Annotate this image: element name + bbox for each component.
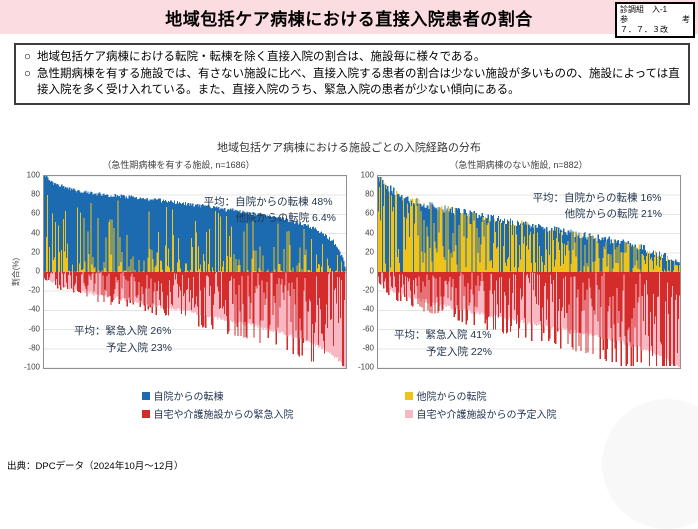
- y-tick-label: -60: [362, 324, 374, 333]
- annotation-bottom-acute: 平均：緊急入院 26% 予定入院 23%: [74, 323, 172, 356]
- legend-label: 自宅や介護施設からの予定入院: [417, 406, 557, 421]
- y-tick-label: 40: [365, 228, 374, 237]
- legend-label: 自宅や介護施設からの緊急入院: [154, 406, 294, 421]
- y-tick-label: 80: [31, 190, 40, 199]
- legend-item-other-transfer: 他院からの転院: [405, 388, 557, 403]
- legend-item-emergency: 自宅や介護施設からの緊急入院: [142, 406, 350, 421]
- bullet-text: 急性期病棟を有する施設では、有さない施設に比べ、直接入院する患者の割合は少ない施…: [37, 66, 680, 99]
- source-note: 出典：DPCデータ（2024年10月～12月）: [7, 458, 183, 472]
- ref-line-3: ７．７．３改: [620, 25, 690, 35]
- annotation-line: 平均：緊急入院 26%: [74, 323, 172, 339]
- legend-label: 他院からの転院: [417, 388, 487, 403]
- y-tick-label: 100: [361, 171, 374, 180]
- charts-row: （急性期病棟を有する施設, n=1686） 割合(%) 100 80 60 40 20 0…: [10, 158, 681, 369]
- annotation-line: 他院からの転院 21%: [565, 206, 662, 222]
- annotation-bottom-non-acute: 平均：緊急入院 41% 予定入院 22%: [394, 327, 492, 360]
- y-tick-label: 40: [31, 228, 40, 237]
- y-tick-label: 60: [365, 209, 374, 218]
- reference-number-box: 診調組 入-1 参 考 ７．７．３改: [615, 2, 695, 38]
- legend-label: 自院からの転棟: [154, 388, 224, 403]
- bullet-item: ○ 地域包括ケア病棟における転院・転棟を除く直接入院の割合は、施設毎に様々である…: [24, 49, 680, 66]
- y-axis-label: 割合(%): [10, 175, 22, 369]
- y-tick-label: -20: [28, 286, 40, 295]
- ref-line-2-right: 考: [682, 15, 690, 25]
- bullet-text: 地域包括ケア病棟における転院・転棟を除く直接入院の割合は、施設毎に様々である。: [37, 49, 485, 66]
- chart-panel-acute: （急性期病棟を有する施設, n=1686） 割合(%) 100 80 60 40 20 0…: [10, 158, 347, 369]
- chart-subtitle-acute: （急性期病棟を有する施設, n=1686）: [10, 158, 347, 171]
- legend-swatch-pink: [405, 410, 413, 418]
- annotation-line: 他院からの転院 6.4%: [236, 210, 336, 226]
- chart-subtitle-non-acute: （急性期病棟のない施設, n=882）: [356, 158, 681, 171]
- annotation-line: 平均：緊急入院 41%: [394, 327, 492, 343]
- plot-area-acute: 平均：自院からの転棟 48% 他院からの転院 6.4% 平均：緊急入院 26% …: [43, 175, 347, 369]
- annotation-line: 平均：自院からの転棟 16%: [533, 190, 662, 206]
- legend-item-planned: 自宅や介護施設からの予定入院: [405, 406, 557, 421]
- y-tick-label: 100: [27, 171, 40, 180]
- annotation-line: 予定入院 23%: [106, 340, 172, 356]
- y-tick-label: -60: [28, 324, 40, 333]
- y-tick-label: -80: [362, 343, 374, 352]
- ref-line-2: 参 考: [620, 15, 690, 25]
- legend-swatch-blue: [142, 392, 150, 400]
- slide: { "header": { "title": "地域包括ケア病棟における直接入院…: [0, 0, 698, 483]
- ref-line-1: 診調組 入-1: [620, 5, 690, 15]
- y-tick-label: -100: [358, 363, 374, 372]
- y-tick-label: -20: [362, 286, 374, 295]
- chart-panel-non-acute: （急性期病棟のない施設, n=882） 100 80 60 40 20 0 -20 -40 -6…: [356, 158, 681, 369]
- plot-area-non-acute: 平均：自院からの転棟 16% 他院からの転院 21% 平均：緊急入院 41% 予…: [377, 175, 681, 369]
- summary-box: ○ 地域包括ケア病棟における転院・転棟を除く直接入院の割合は、施設毎に様々である…: [14, 43, 690, 105]
- y-tick-label: -100: [24, 363, 40, 372]
- y-tick-label: 60: [31, 209, 40, 218]
- figure-title: 地域包括ケア病棟における施設ごとの入院経路の分布: [0, 139, 698, 155]
- chart-legend: 自院からの転棟 他院からの転院 自宅や介護施設からの緊急入院 自宅や介護施設から…: [0, 388, 698, 421]
- y-tick-label: -40: [362, 305, 374, 314]
- legend-swatch-yellow: [405, 392, 413, 400]
- annotation-top-non-acute: 平均：自院からの転棟 16% 他院からの転院 21%: [533, 190, 662, 223]
- legend-grid: 自院からの転棟 他院からの転院 自宅や介護施設からの緊急入院 自宅や介護施設から…: [142, 388, 557, 421]
- ref-line-2-left: 参: [620, 15, 628, 25]
- bullet-marker: ○: [24, 66, 31, 99]
- bullet-item: ○ 急性期病棟を有する施設では、有さない施設に比べ、直接入院する患者の割合は少な…: [24, 66, 680, 99]
- y-tick-label: 20: [31, 247, 40, 256]
- bullet-marker: ○: [24, 49, 31, 66]
- annotation-line: 予定入院 22%: [426, 344, 492, 360]
- page-title: 地域包括ケア病棟における直接入院患者の割合: [165, 5, 533, 30]
- y-tick-label: 0: [370, 267, 374, 276]
- annotation-top-acute: 平均：自院からの転棟 48% 他院からの転院 6.4%: [204, 194, 336, 227]
- y-tick-label: -80: [28, 343, 40, 352]
- header-band: 地域包括ケア病棟における直接入院患者の割合: [0, 0, 698, 34]
- y-tick-label: -40: [28, 305, 40, 314]
- annotation-line: 平均：自院からの転棟 48%: [204, 194, 336, 210]
- y-tick-label: 80: [365, 190, 374, 199]
- y-tick-label: 0: [36, 267, 40, 276]
- legend-swatch-red: [142, 410, 150, 418]
- y-tick-label: 20: [365, 247, 374, 256]
- legend-item-own-transfer: 自院からの転棟: [142, 388, 350, 403]
